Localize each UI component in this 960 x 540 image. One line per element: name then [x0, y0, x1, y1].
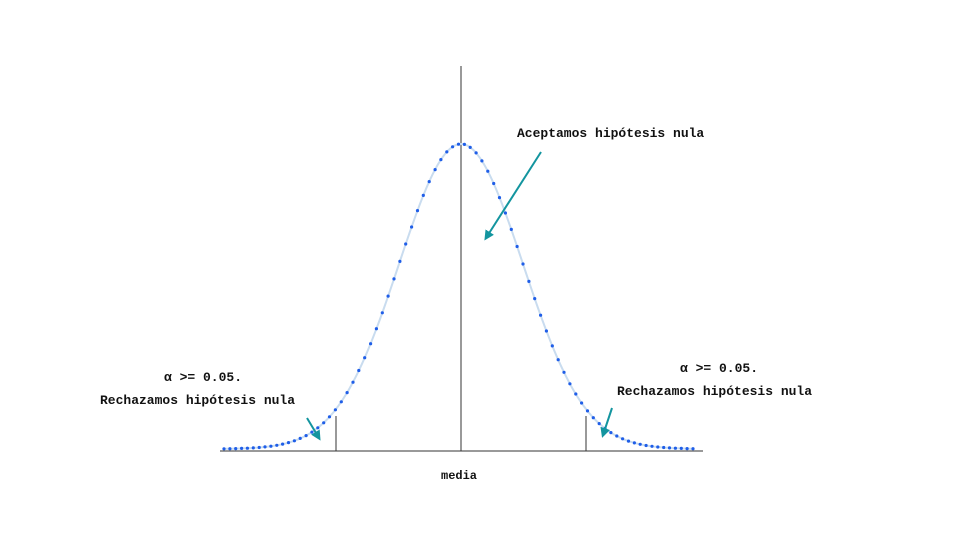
- curve-dot: [638, 442, 642, 446]
- curve-dot: [327, 415, 332, 419]
- curve-dot: [462, 142, 466, 146]
- curve-dot: [363, 356, 367, 360]
- curve-dot: [568, 382, 572, 386]
- curve-dot: [468, 145, 472, 149]
- curve-dot: [650, 444, 654, 448]
- curve-dot: [533, 297, 537, 301]
- curve-dot: [521, 262, 525, 266]
- curve-dot: [497, 196, 502, 200]
- curve-dot: [515, 244, 519, 249]
- curve-dot: [691, 447, 695, 451]
- curve-dot: [591, 416, 595, 420]
- curve-dot: [626, 439, 631, 443]
- curve-dot: [486, 169, 490, 173]
- curve-dot: [415, 209, 420, 213]
- curve-dot: [445, 150, 449, 154]
- curve-dot: [427, 180, 431, 184]
- left-reject-label: Rechazamos hipótesis nula: [100, 393, 296, 408]
- curve-dot: [316, 426, 320, 430]
- curve-dot: [632, 441, 637, 445]
- curve-dot: [509, 227, 513, 231]
- curve-dot: [480, 159, 484, 163]
- curve-dot: [269, 444, 273, 448]
- curve-dot: [369, 342, 373, 346]
- curve-dot: [398, 259, 402, 263]
- curve-dot: [585, 409, 590, 413]
- curve-dot: [392, 277, 396, 281]
- curve-dot: [275, 443, 279, 447]
- curve-dot: [667, 446, 672, 450]
- curve-dot: [333, 408, 337, 412]
- curve-dot: [257, 445, 261, 450]
- curve-dot: [527, 279, 531, 283]
- curve-dot: [544, 329, 549, 333]
- curve-dot: [222, 447, 226, 451]
- curve-dot: [621, 437, 625, 441]
- curve-dot: [456, 142, 461, 146]
- curve-dot: [298, 436, 302, 440]
- curve-dot: [245, 446, 249, 450]
- curve-dot: [644, 443, 648, 448]
- curve-dot: [386, 294, 390, 298]
- curve-dot: [380, 311, 384, 315]
- curve-dot: [662, 445, 666, 450]
- curve-dot: [421, 193, 425, 197]
- right-reject-label: Rechazamos hipótesis nula: [617, 384, 813, 399]
- curve-dot: [615, 434, 619, 438]
- curve-dot: [310, 430, 314, 434]
- right-reject-arrow: [600, 407, 613, 438]
- curve-dot: [656, 445, 660, 449]
- curve-dot: [580, 401, 584, 405]
- curve-dot: [679, 446, 683, 450]
- accept-arrow: [484, 151, 542, 241]
- left-reject-arrow: [306, 417, 321, 441]
- curve-dot: [433, 168, 437, 172]
- curve-dot: [322, 421, 326, 425]
- curve-dot: [550, 344, 554, 348]
- curve-dot: [439, 158, 443, 162]
- curve-dot: [404, 242, 408, 246]
- bell-curve-dots: [222, 142, 695, 451]
- curve-dot: [451, 145, 455, 149]
- right-alpha-label: α >= 0.05.: [680, 361, 759, 376]
- curve-dot: [609, 431, 613, 435]
- curve-dot: [234, 447, 238, 451]
- curve-dot: [292, 439, 296, 443]
- curve-dot: [556, 358, 560, 362]
- curve-dot: [410, 225, 414, 229]
- curve-dot: [345, 391, 349, 395]
- curve-dot: [351, 380, 355, 384]
- curve-dot: [281, 442, 285, 446]
- curve-dot: [339, 400, 343, 404]
- curve-dot: [286, 441, 291, 445]
- left-alpha-label: α >= 0.05.: [164, 370, 243, 385]
- curve-dot: [474, 151, 478, 155]
- curve-dot: [304, 434, 308, 438]
- curve-dot: [597, 422, 601, 426]
- curve-dot: [574, 392, 578, 396]
- curve-dot: [673, 446, 678, 450]
- curve-dot: [562, 370, 566, 374]
- curve-dot: [240, 446, 244, 450]
- curve-dot: [685, 447, 689, 451]
- accept-region-label: Aceptamos hipótesis nula: [517, 126, 705, 141]
- curve-dot: [357, 368, 361, 373]
- curve-dot: [251, 446, 255, 450]
- curve-dot: [263, 445, 267, 449]
- curve-dot: [503, 211, 507, 215]
- curve-dot: [492, 181, 496, 186]
- curve-dot: [539, 313, 543, 317]
- curve-dot: [374, 327, 378, 331]
- curve-dot: [228, 447, 232, 451]
- mean-axis-label: media: [441, 469, 478, 483]
